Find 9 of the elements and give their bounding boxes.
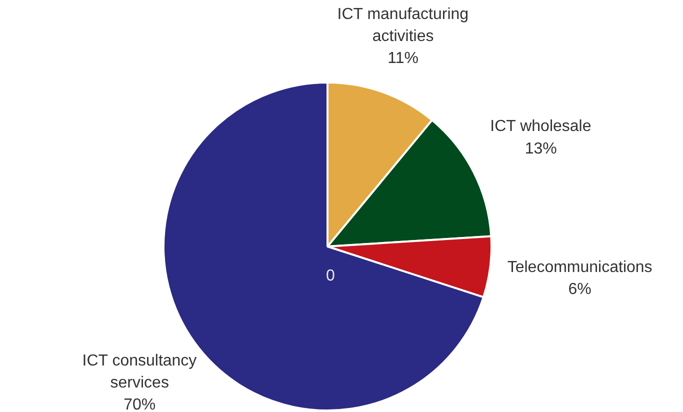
data-label: 11% xyxy=(388,50,418,68)
slice-label: ICT consultancy services xyxy=(82,352,197,392)
data-label: 70% xyxy=(124,396,156,412)
slice-label: ICT manufacturing activities xyxy=(337,6,469,46)
slice-label: Telecommunications xyxy=(507,258,652,276)
text: 0 xyxy=(326,268,336,284)
data-label: 13% xyxy=(524,140,557,158)
data-label: 6% xyxy=(568,280,592,298)
slice-label: ICT wholesale xyxy=(490,118,592,136)
